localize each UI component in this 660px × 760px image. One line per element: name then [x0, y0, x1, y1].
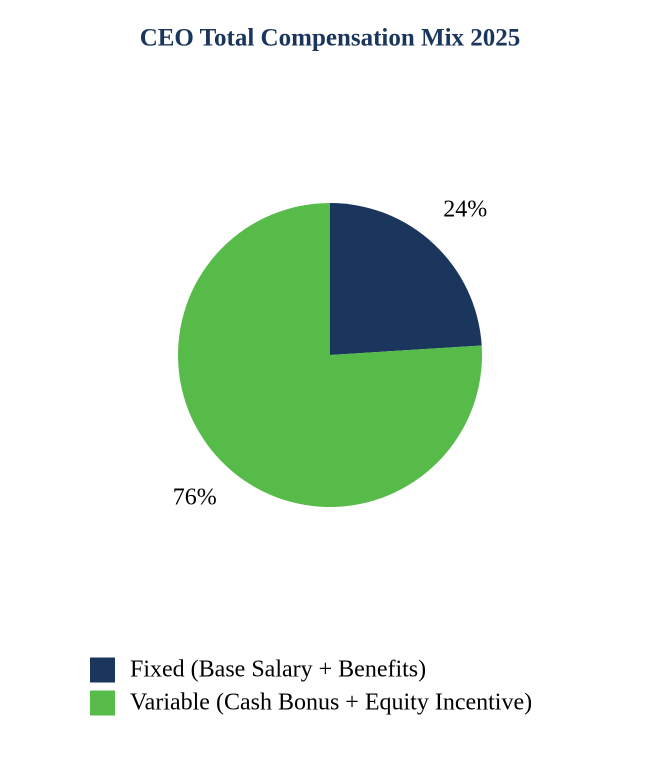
legend-label: Variable (Cash Bonus + Equity Incentive) [130, 690, 532, 716]
data-label: 76% [173, 485, 217, 511]
pie-slice [330, 203, 482, 355]
legend-swatch [90, 657, 115, 683]
legend-label: Fixed (Base Salary + Benefits) [130, 657, 426, 683]
pie-slice [178, 203, 483, 507]
legend-swatch [90, 690, 115, 716]
data-label: 24% [443, 196, 487, 222]
chart-title: CEO Total Compensation Mix 2025 [140, 25, 521, 52]
